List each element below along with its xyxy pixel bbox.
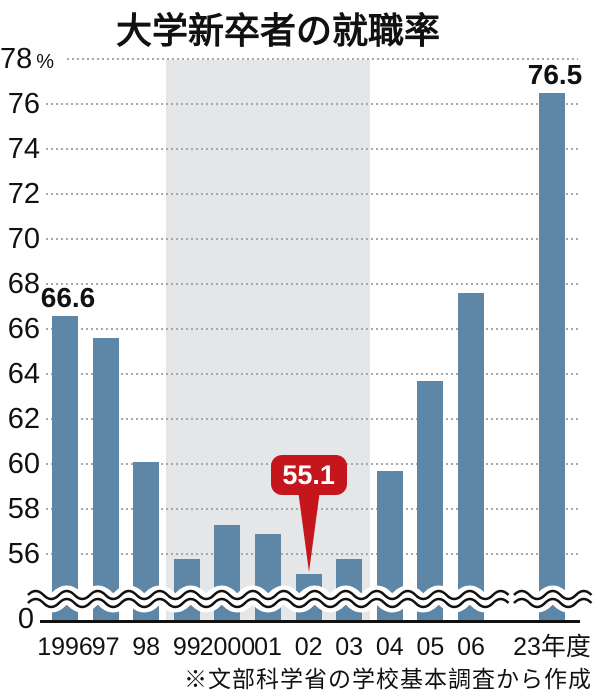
y-tick-68: 68 [7,268,40,300]
bar-99 [173,558,200,620]
gridline-74 [46,148,578,150]
y-tick-58: 58 [7,493,40,525]
y-tick-76: 76 [7,88,40,120]
bar-98 [133,461,160,620]
gridline-64 [46,373,578,375]
highlight-band [166,60,370,620]
y-tick-78: 78% [0,43,55,75]
gridline-72 [46,193,578,195]
x-tick-1996: 1996 [37,633,93,661]
x-tick-2000: 2000 [199,633,256,661]
gridline-70 [46,238,578,240]
x-tick-98: 98 [132,633,161,661]
bar-06 [458,293,484,620]
source-note: ※文部科学省の学校基本調査から作成 [184,667,592,692]
bar-01 [255,533,281,620]
x-tick-97: 97 [91,633,120,661]
y-tick-74: 74 [7,133,40,165]
x-tick-02: 02 [294,633,323,661]
y-axis-unit: % [36,51,55,73]
y-tick-72: 72 [7,178,40,210]
y-tick-64: 64 [7,358,40,390]
bar-05 [417,380,444,620]
y-tick-70: 70 [7,223,40,255]
value-label-1996: 66.6 [40,281,96,313]
x-tick-23年度: 23年度 [513,633,591,661]
gridline-78 [67,58,578,60]
gridline-62 [46,418,578,420]
x-tick-06: 06 [457,633,485,661]
bar-04 [376,470,403,620]
y-tick-60: 60 [7,448,40,480]
bar-97 [92,338,119,620]
x-tick-03: 03 [335,633,364,661]
x-axis-baseline [40,620,580,623]
y-tick-0: 0 [17,603,34,635]
chart-title: 大学新卒者の就職率 [116,10,441,51]
y-tick-56: 56 [7,538,40,570]
x-tick-99: 99 [172,633,201,661]
bar-1996 [52,315,78,620]
bar-2000 [214,524,241,620]
gridline-76 [46,103,578,105]
y-tick-66: 66 [7,313,40,345]
bar-23年度 [539,92,565,620]
y-tick-62: 62 [7,403,40,435]
gridline-68 [46,283,578,285]
gridline-66 [46,328,578,330]
bar-03 [336,558,363,620]
gridline-58 [46,508,578,510]
x-tick-05: 05 [416,633,445,661]
bar-02 [295,574,322,620]
x-tick-04: 04 [375,633,404,661]
gridline-56 [46,553,578,555]
callout-label: 55.1 [270,455,347,495]
value-label-23年度: 76.5 [527,58,583,90]
x-tick-01: 01 [254,633,282,661]
